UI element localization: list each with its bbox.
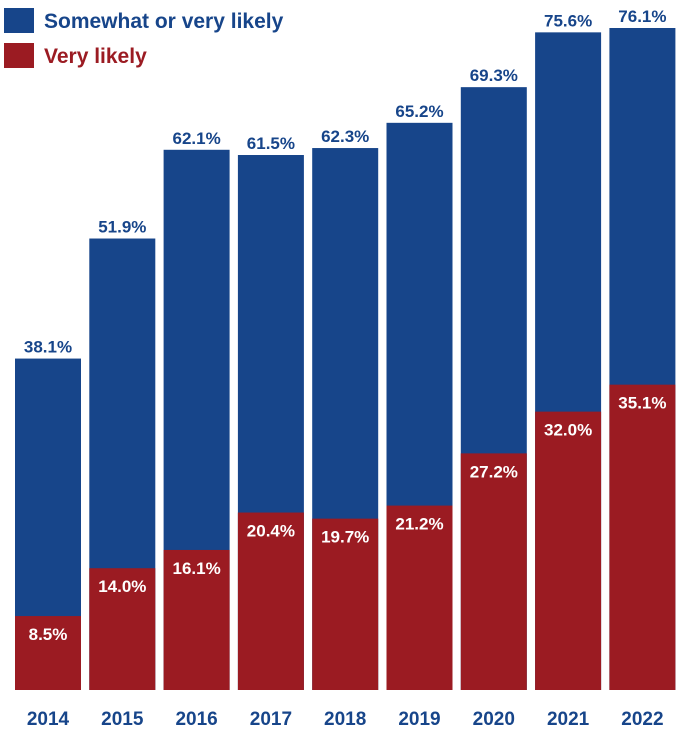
legend: Somewhat or very likely Very likely <box>4 8 284 68</box>
bar-very-likely-2021 <box>535 411 602 690</box>
data-label-very-likely-2019: 21.2% <box>395 515 443 534</box>
legend-swatch-somewhat-or-very-likely <box>4 8 34 33</box>
data-label-very-likely-2016: 16.1% <box>172 559 220 578</box>
data-label-very-likely-2018: 19.7% <box>321 528 369 547</box>
data-label-somewhat-or-very-likely-2019: 65.2% <box>395 102 443 121</box>
x-tick-label-2017: 2017 <box>250 709 292 730</box>
bars: 38.1% 8.5% 51.9% 14.0% 62.1% 16.1% 61.5% 20.4% 6… <box>15 7 676 691</box>
data-label-very-likely-2022: 35.1% <box>618 394 666 413</box>
data-label-somewhat-or-very-likely-2020: 69.3% <box>470 66 518 85</box>
data-label-very-likely-2020: 27.2% <box>470 462 518 481</box>
data-label-very-likely-2014: 8.5% <box>29 625 68 644</box>
data-label-very-likely-2021: 32.0% <box>544 421 592 440</box>
data-label-very-likely-2017: 20.4% <box>247 522 295 541</box>
bar-very-likely-2019 <box>386 505 453 690</box>
bar-very-likely-2020 <box>460 453 527 690</box>
x-tick-label-2014: 2014 <box>27 709 70 730</box>
x-tick-label-2015: 2015 <box>101 709 144 730</box>
data-label-very-likely-2015: 14.0% <box>98 577 146 596</box>
x-tick-label-2018: 2018 <box>324 709 366 730</box>
legend-swatch-very-likely <box>4 43 34 68</box>
data-label-somewhat-or-very-likely-2017: 61.5% <box>247 134 295 153</box>
data-label-somewhat-or-very-likely-2022: 76.1% <box>618 7 666 26</box>
x-tick-label-2016: 2016 <box>175 709 217 730</box>
bar-very-likely-2015 <box>89 568 156 690</box>
bar-very-likely-2017 <box>237 512 304 690</box>
data-label-somewhat-or-very-likely-2021: 75.6% <box>544 11 592 30</box>
x-tick-label-2020: 2020 <box>473 709 515 730</box>
data-label-somewhat-or-very-likely-2014: 38.1% <box>24 338 72 357</box>
x-tick-label-2022: 2022 <box>621 709 663 730</box>
x-axis-ticks: 2014 2015 2016 2017 2018 2019 2020 2021 2022 <box>27 709 664 730</box>
data-label-somewhat-or-very-likely-2018: 62.3% <box>321 127 369 146</box>
bar-very-likely-2014 <box>15 616 81 690</box>
bar-very-likely-2022 <box>609 384 676 690</box>
legend-label-somewhat-or-very-likely: Somewhat or very likely <box>44 10 284 33</box>
x-tick-label-2021: 2021 <box>547 709 590 730</box>
legend-label-very-likely: Very likely <box>44 45 147 68</box>
x-tick-label-2019: 2019 <box>398 709 440 730</box>
bar-very-likely-2016 <box>163 549 230 690</box>
data-label-somewhat-or-very-likely-2015: 51.9% <box>98 218 146 237</box>
bar-very-likely-2018 <box>312 518 379 690</box>
data-label-somewhat-or-very-likely-2016: 62.1% <box>172 129 220 148</box>
